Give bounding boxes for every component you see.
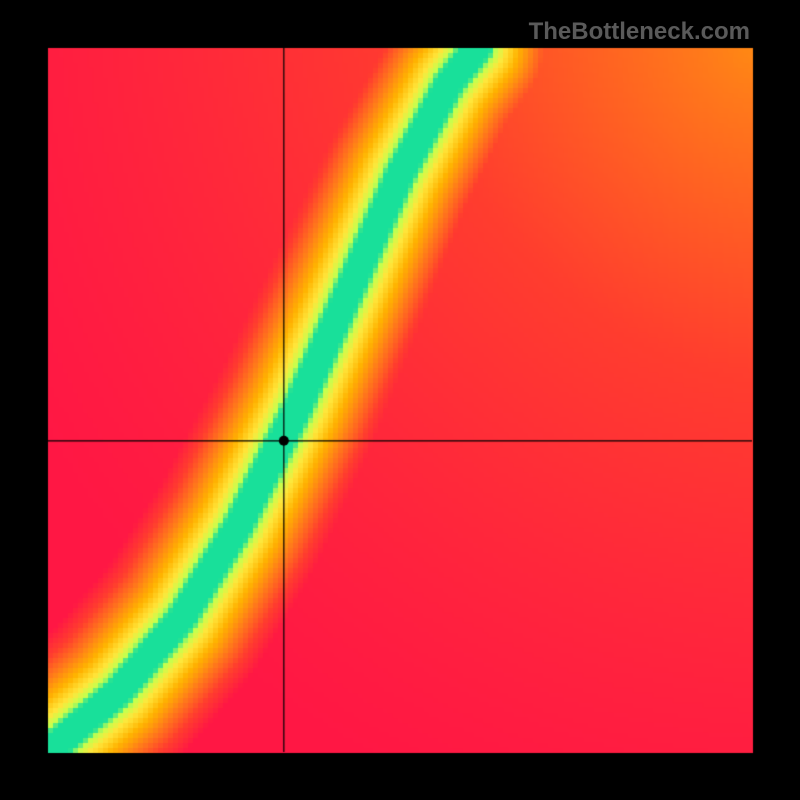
bottleneck-heatmap xyxy=(0,0,800,800)
chart-container: TheBottleneck.com xyxy=(0,0,800,800)
watermark-text: TheBottleneck.com xyxy=(529,18,750,46)
